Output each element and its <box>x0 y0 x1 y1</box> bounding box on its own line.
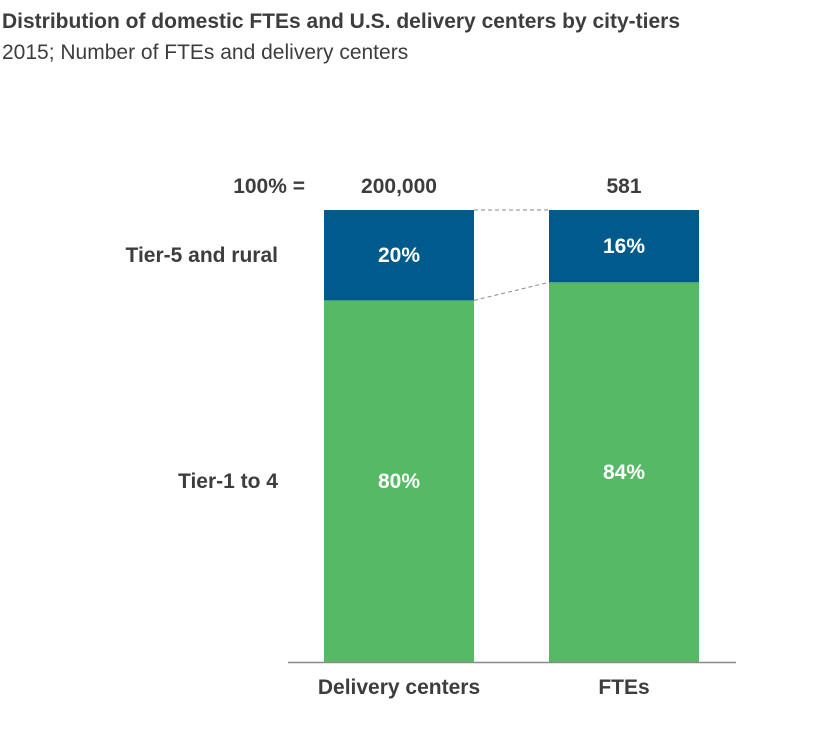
total-row-label: 100% = <box>233 175 305 198</box>
bar-ftes-seg-0 <box>549 282 699 662</box>
x-tick-label: FTEs <box>598 676 649 699</box>
data-label: 80% <box>378 470 420 493</box>
total-value: 581 <box>606 175 641 198</box>
data-label: 20% <box>378 244 420 267</box>
series-label: Tier-1 to 4 <box>178 470 278 493</box>
chart-title: Distribution of domestic FTEs and U.S. d… <box>2 10 680 33</box>
chart-subtitle: 2015; Number of FTEs and delivery center… <box>2 41 409 64</box>
series-label: Tier-5 and rural <box>126 244 279 267</box>
connector-line <box>473 281 550 301</box>
total-value: 200,000 <box>361 175 437 198</box>
data-label: 84% <box>603 461 645 484</box>
x-tick-label: Delivery centers <box>318 676 480 699</box>
bar-ftes-seg-1 <box>549 210 699 283</box>
bar-delivery-centers-seg-0 <box>324 300 474 662</box>
data-label: 16% <box>603 235 645 258</box>
bar-delivery-centers-seg-1 <box>324 210 474 301</box>
